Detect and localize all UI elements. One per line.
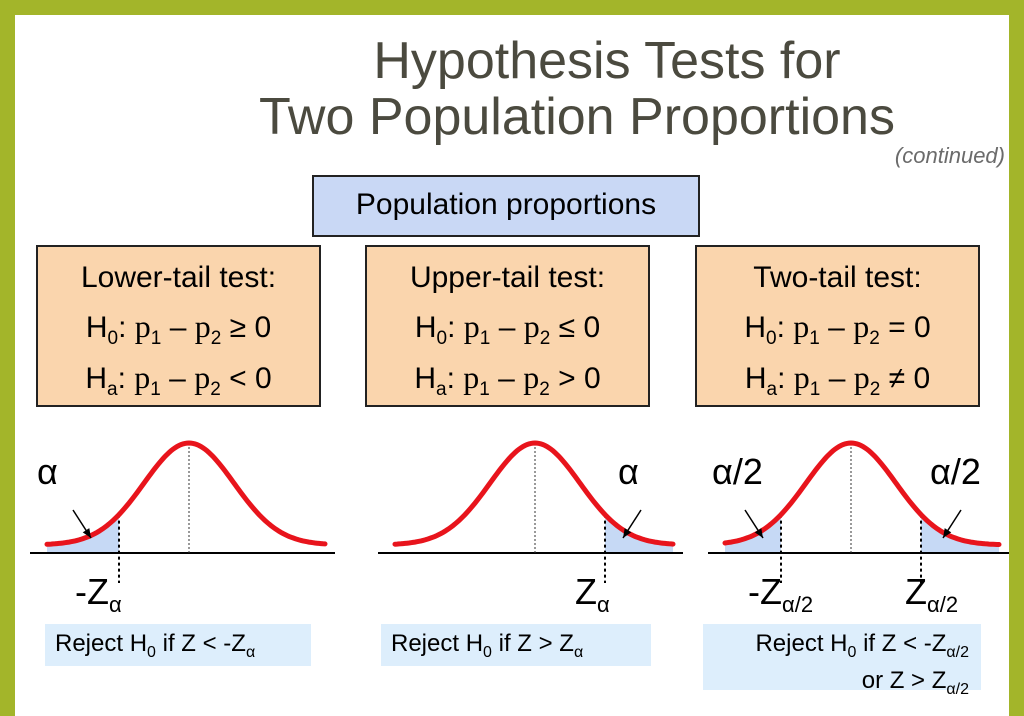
arrowhead-0 <box>754 528 763 538</box>
two-tail-h0: H0: p1 – p2 = 0 <box>744 308 931 349</box>
upper-z-label: Zα <box>575 571 610 618</box>
title-line-2: Two Population Proportions <box>259 88 895 146</box>
lower-z-label: -Zα <box>75 571 122 618</box>
normal-curve <box>44 440 328 547</box>
lower-tail-ha: Ha: p1 – p2 < 0 <box>85 359 272 400</box>
upper-reject-rule: Reject H0 if Z > Zα <box>381 624 651 666</box>
upper-tail-curve <box>378 440 683 583</box>
two-tail-box: Two-tail test: H0: p1 – p2 = 0 Ha: p1 – … <box>695 245 980 407</box>
lower-tail-curve <box>30 440 335 583</box>
slide: Hypothesis Tests for Two Population Prop… <box>15 15 1009 716</box>
two-tail-reject-line-1: Reject H0 if Z < -Zα/2 <box>755 630 969 661</box>
lower-alpha-label: α <box>37 451 58 492</box>
tail-shade-1 <box>921 514 999 553</box>
upper-tail-ha: Ha: p1 – p2 > 0 <box>414 359 601 400</box>
lower-tail-heading: Lower-tail test: <box>80 261 277 294</box>
slide-title: Hypothesis Tests for Two Population Prop… <box>15 33 1009 145</box>
upper-tail-hypotheses: H0: p1 – p2 ≤ 0 Ha: p1 – p2 > 0 <box>367 307 648 409</box>
lower-tail-h0: H0: p1 – p2 ≥ 0 <box>85 308 272 349</box>
two-tail-heading: Two-tail test: <box>753 261 922 294</box>
normal-curve <box>722 440 1002 547</box>
two-tail-ha: Ha: p1 – p2 ≠ 0 <box>744 359 931 400</box>
two-right-z-label: Zα/2 <box>905 571 959 618</box>
upper-tail-h0: H0: p1 – p2 ≤ 0 <box>414 308 601 349</box>
lower-tail-box: Lower-tail test: H0: p1 – p2 ≥ 0 Ha: p1 … <box>36 245 321 407</box>
tail-shade-0 <box>605 514 673 553</box>
arrowhead-1 <box>943 528 952 538</box>
two-left-alpha-label: α/2 <box>712 451 763 492</box>
population-proportions-box: Population proportions <box>312 175 700 237</box>
two-tail-curve <box>708 440 1009 583</box>
two-right-alpha-label: α/2 <box>930 451 981 492</box>
title-line-1: Hypothesis Tests for <box>373 32 841 90</box>
upper-tail-box: Upper-tail test: H0: p1 – p2 ≤ 0 Ha: p1 … <box>365 245 650 407</box>
two-tail-hypotheses: H0: p1 – p2 = 0 Ha: p1 – p2 ≠ 0 <box>697 307 978 409</box>
lower-reject-rule: Reject H0 if Z < -Zα <box>45 624 311 666</box>
arrowhead-0 <box>623 528 632 538</box>
tail-shade-0 <box>47 514 119 553</box>
upper-alpha-label: α <box>618 451 639 492</box>
tail-shade-0 <box>725 514 781 553</box>
arrowhead-0 <box>82 528 91 538</box>
lower-tail-hypotheses: H0: p1 – p2 ≥ 0 Ha: p1 – p2 < 0 <box>38 307 319 409</box>
two-tail-reject-line-2: or Z > Zα/2 <box>861 666 969 698</box>
two-tail-reject-rule: Reject H0 if Z < -Zα/2 or Z > Zα/2 <box>703 624 981 698</box>
two-left-z-label: -Zα/2 <box>748 571 814 618</box>
continued-note: (continued) <box>894 143 1005 168</box>
upper-tail-heading: Upper-tail test: <box>409 261 606 294</box>
